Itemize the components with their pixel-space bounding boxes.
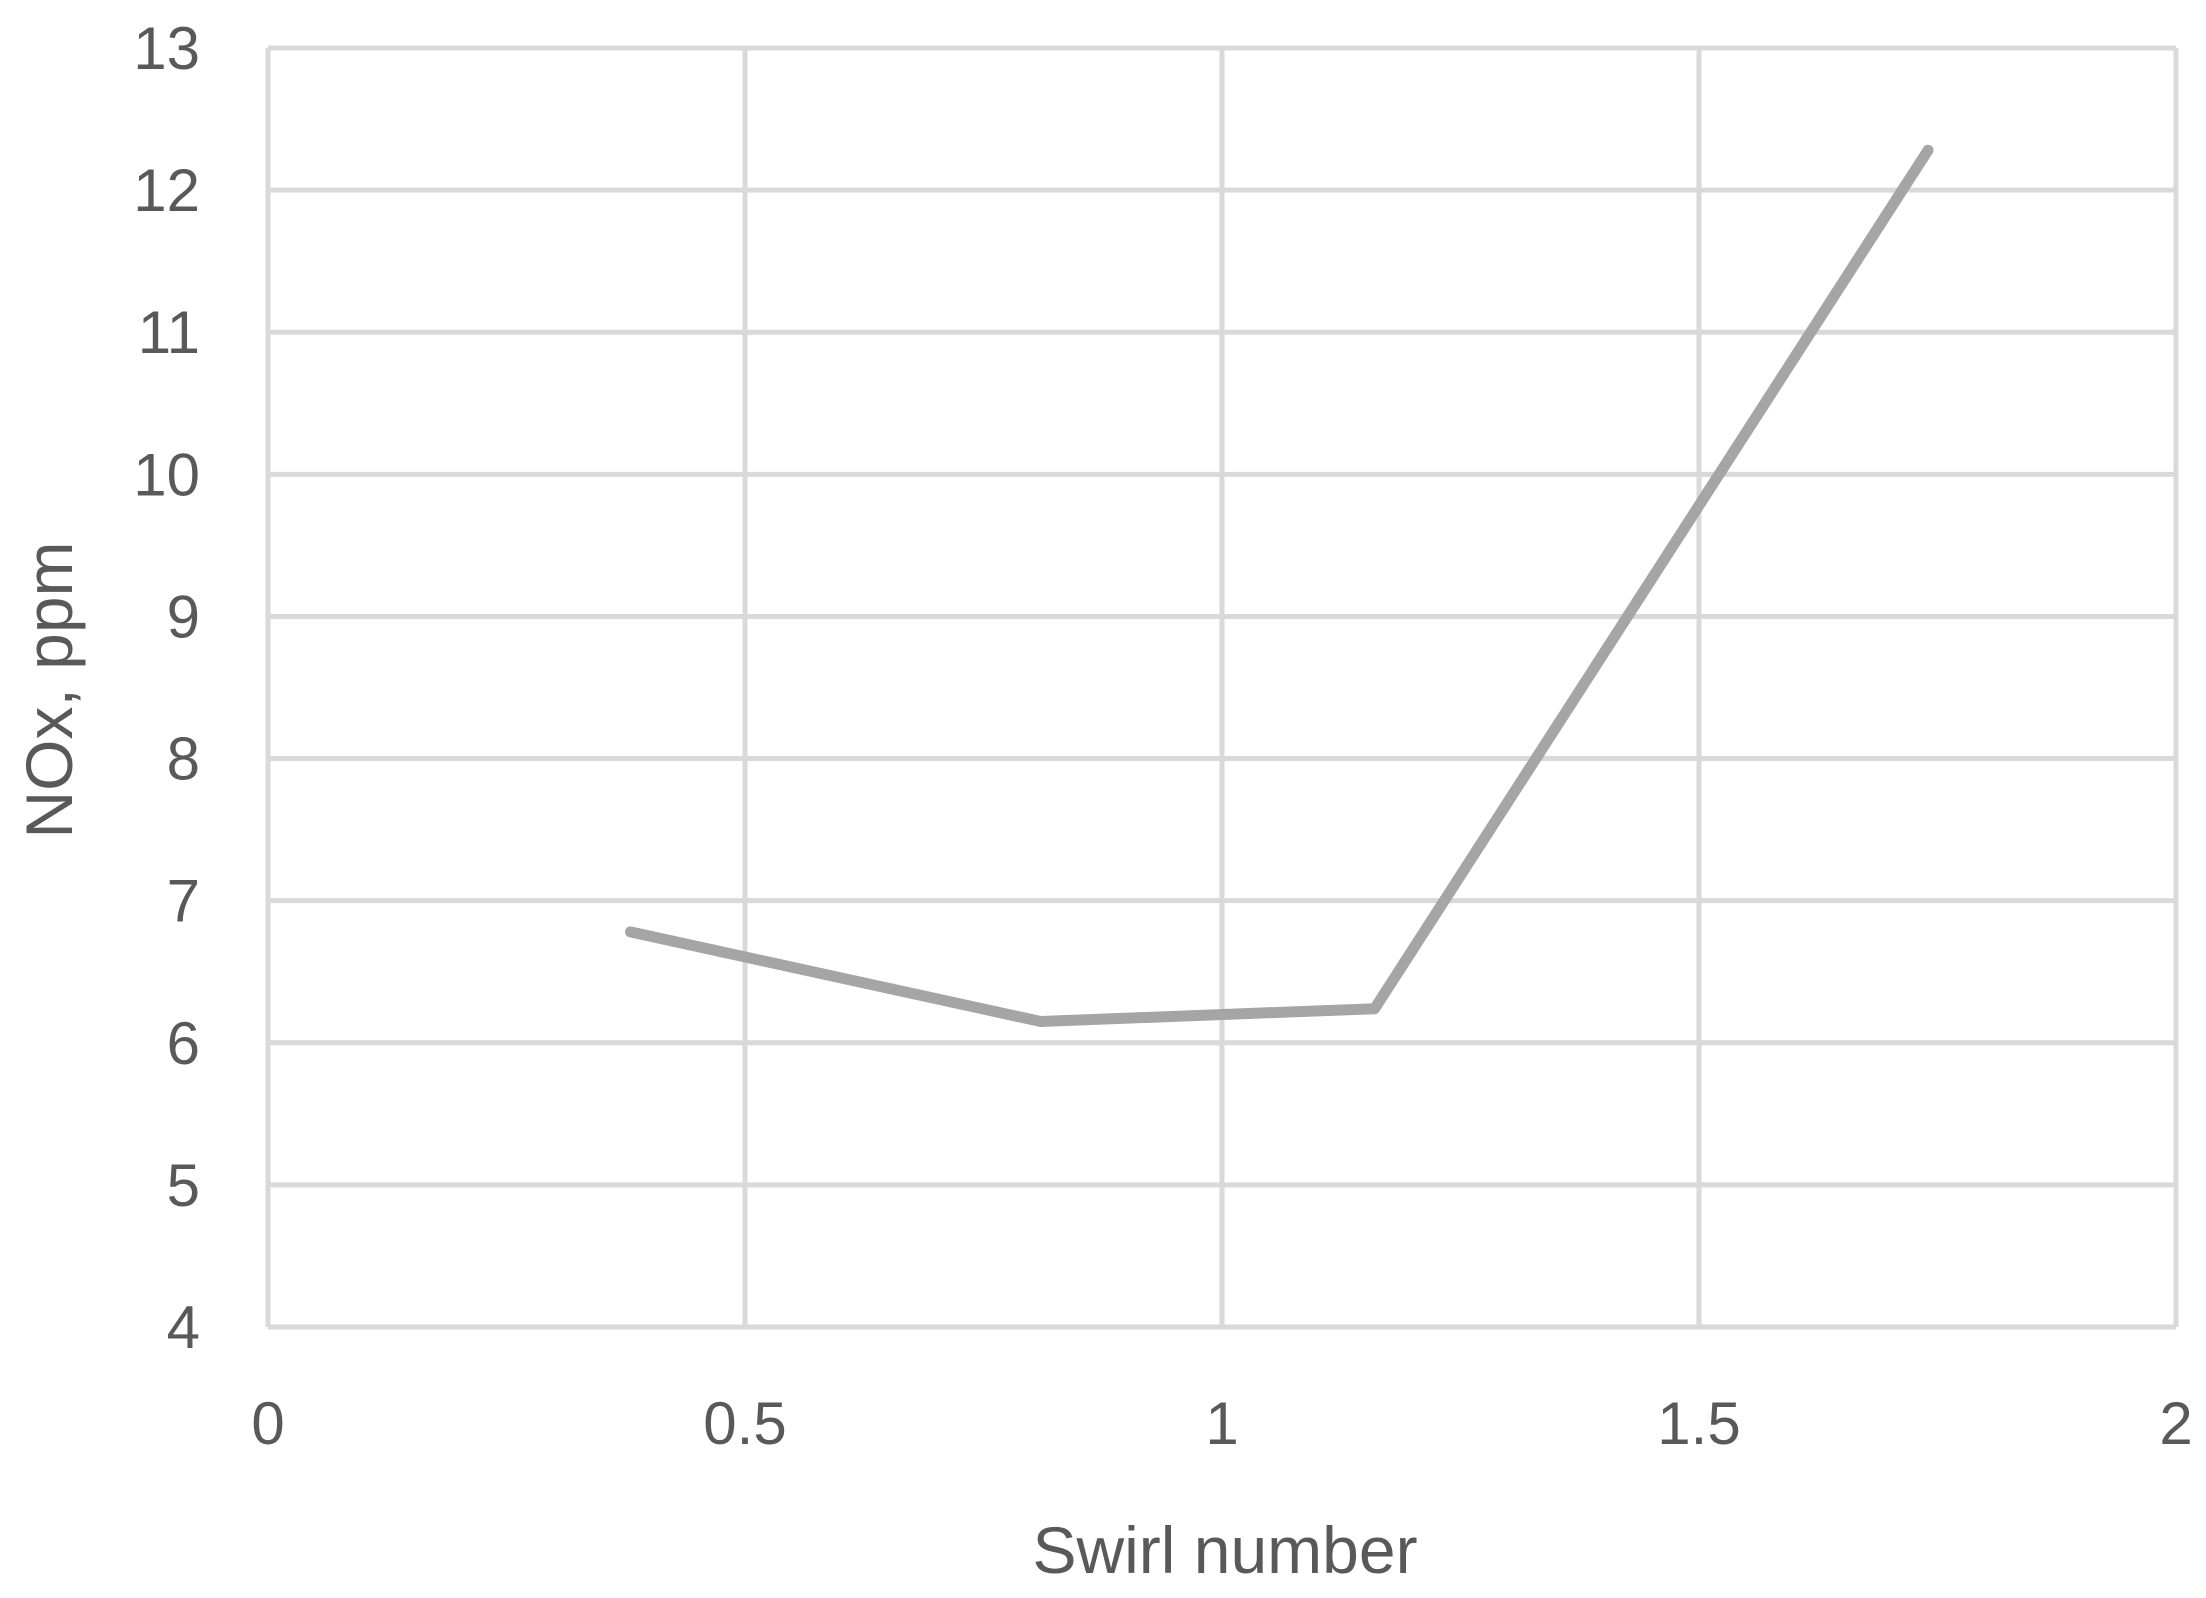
y-tick-label: 6 <box>167 1010 200 1077</box>
y-tick-label: 12 <box>133 157 200 224</box>
series-layer <box>625 144 1934 1027</box>
y-tick-label: 4 <box>167 1294 200 1361</box>
y-tick-label: 8 <box>167 726 200 793</box>
y-axis-title: NOx, ppm <box>12 541 86 838</box>
vertical-gridlines <box>265 48 2179 1327</box>
x-tick-label: 0.5 <box>703 1390 786 1457</box>
x-tick-label: 1 <box>1205 1390 1238 1457</box>
y-tick-label: 7 <box>167 868 200 935</box>
x-axis-title: Swirl number <box>1032 1513 1417 1587</box>
y-tick-label: 10 <box>133 441 200 508</box>
y-tick-label: 5 <box>167 1152 200 1219</box>
y-tick-labels: 4 5 6 7 8 9 10 11 12 13 <box>133 15 200 1361</box>
x-tick-label: 0 <box>251 1390 284 1457</box>
horizontal-gridlines <box>268 45 2176 1330</box>
y-tick-label: 11 <box>138 299 200 366</box>
y-tick-label: 9 <box>167 583 200 650</box>
series-line <box>625 144 1934 1027</box>
y-tick-label: 13 <box>133 15 200 82</box>
x-tick-label: 2 <box>2159 1390 2192 1457</box>
x-tick-label: 1.5 <box>1657 1390 1740 1457</box>
x-tick-labels: 0 0.5 1 1.5 2 <box>251 1390 2192 1457</box>
